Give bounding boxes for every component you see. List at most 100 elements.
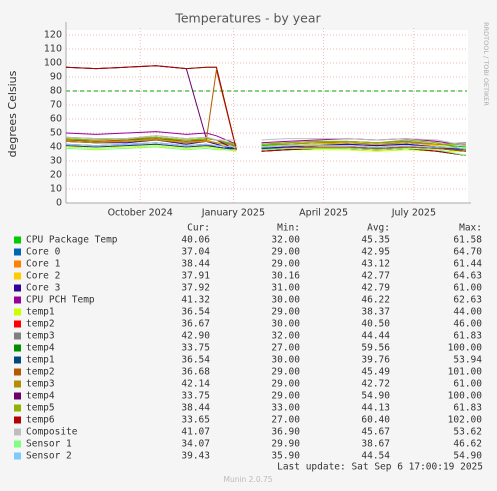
legend-value: 46.00	[453, 319, 482, 330]
legend-value: 53.94	[453, 355, 482, 366]
legend-value: 36.67	[181, 319, 210, 330]
legend-value: 40.50	[361, 319, 390, 330]
legend-value: 39.43	[181, 451, 210, 462]
legend-label: temp5	[26, 403, 55, 414]
legend-value: 31.00	[271, 283, 300, 294]
legend-label: Core 3	[26, 283, 60, 294]
legend-value: 64.70	[453, 247, 482, 258]
legend-swatch	[14, 248, 21, 256]
series-line	[65, 146, 467, 156]
legend-value: 29.00	[271, 259, 300, 270]
legend-header: Min:	[277, 223, 300, 234]
legend-value: 32.00	[271, 331, 300, 342]
legend-label: temp2	[26, 319, 55, 330]
legend-value: 34.07	[181, 439, 210, 450]
legend-swatch	[14, 440, 21, 448]
legend-value: 42.90	[181, 331, 210, 342]
legend-value: 62.63	[453, 295, 482, 306]
y-tick-label: 50	[50, 128, 62, 139]
footer: Munin 2.0.75	[223, 475, 272, 484]
y-tick-label: 110	[44, 44, 62, 55]
legend-label: temp1	[26, 307, 55, 318]
legend-swatch	[14, 260, 21, 268]
legend-value: 53.62	[453, 427, 482, 438]
last-update: Last update: Sat Sep 6 17:00:19 2025	[277, 462, 483, 473]
legend-value: 36.90	[271, 427, 300, 438]
legend-value: 38.44	[181, 259, 210, 270]
legend-value: 42.79	[361, 283, 390, 294]
legend-swatch	[14, 404, 21, 412]
legend-value: 44.13	[361, 403, 390, 414]
legend-value: 36.68	[181, 367, 210, 378]
legend-label: Core 2	[26, 271, 60, 282]
legend-value: 44.54	[361, 451, 390, 462]
legend-swatch	[14, 284, 21, 292]
legend-value: 42.95	[361, 247, 390, 258]
legend-value: 41.07	[181, 427, 210, 438]
legend-value: 29.00	[271, 379, 300, 390]
series-line	[65, 139, 466, 147]
legend-swatch	[14, 380, 21, 388]
x-tick-label: January 2025	[201, 208, 265, 219]
legend-swatch	[14, 344, 21, 352]
y-tick-label: 0	[56, 198, 62, 209]
plot-area	[66, 30, 468, 203]
legend-value: 61.00	[453, 379, 482, 390]
legend-label: CPU PCH Temp	[26, 295, 95, 306]
legend-value: 30.00	[271, 319, 300, 330]
y-tick-label: 20	[50, 170, 62, 181]
legend-value: 61.83	[453, 403, 482, 414]
legend-value: 46.22	[361, 295, 390, 306]
series-line	[65, 135, 467, 147]
legend-value: 33.75	[181, 343, 210, 354]
legend-value: 30.00	[271, 295, 300, 306]
legend-value: 38.44	[181, 403, 210, 414]
legend-swatch	[14, 452, 21, 460]
y-tick-label: 70	[50, 100, 62, 111]
legend-label: CPU Package Temp	[26, 235, 118, 246]
legend-value: 64.63	[453, 271, 482, 282]
legend-value: 35.90	[271, 451, 300, 462]
legend-swatch	[14, 296, 21, 304]
legend-value: 38.37	[361, 307, 390, 318]
legend-label: Composite	[26, 427, 78, 438]
legend-label: temp3	[26, 379, 55, 390]
legend-swatch	[14, 368, 21, 376]
legend-label: Sensor 1	[26, 439, 72, 450]
legend-swatch	[14, 236, 21, 244]
legend-value: 60.40	[361, 415, 390, 426]
legend-value: 61.44	[453, 259, 482, 270]
legend-swatch	[14, 320, 21, 328]
legend-value: 36.54	[181, 355, 210, 366]
legend-value: 29.00	[271, 247, 300, 258]
legend-swatch	[14, 356, 21, 364]
legend-value: 37.91	[181, 271, 210, 282]
legend-value: 27.00	[271, 415, 300, 426]
legend-value: 32.00	[271, 235, 300, 246]
y-tick-label: 90	[50, 72, 62, 83]
legend-value: 54.90	[453, 451, 482, 462]
legend-label: temp3	[26, 331, 55, 342]
legend-value: 41.32	[181, 295, 210, 306]
legend-value: 54.90	[361, 391, 390, 402]
legend-value: 61.00	[453, 283, 482, 294]
series-line	[65, 142, 467, 149]
legend-label: temp6	[26, 415, 55, 426]
legend-value: 61.83	[453, 331, 482, 342]
legend-value: 39.76	[361, 355, 390, 366]
legend-value: 42.72	[361, 379, 390, 390]
legend-header: Cur:	[187, 223, 210, 234]
legend-value: 33.00	[271, 403, 300, 414]
legend-label: Core 0	[26, 247, 61, 258]
legend-value: 45.49	[361, 367, 390, 378]
legend-value: 37.92	[181, 283, 210, 294]
y-axis-label: degrees Celsius	[6, 70, 19, 157]
legend-header: Avg:	[367, 223, 390, 234]
legend-swatch	[14, 332, 21, 340]
legend-value: 33.75	[181, 391, 210, 402]
legend-value: 101.00	[448, 367, 483, 378]
legend-value: 29.00	[271, 391, 300, 402]
legend-label: temp4	[26, 343, 55, 354]
legend-value: 40.06	[181, 235, 210, 246]
